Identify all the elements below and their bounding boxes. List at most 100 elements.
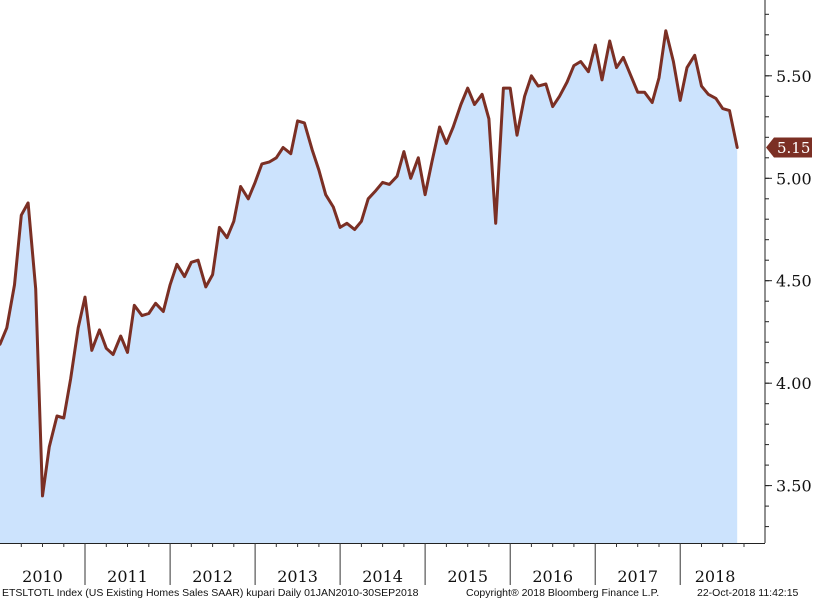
data-point — [41, 495, 43, 497]
data-point — [69, 378, 71, 380]
series-area-fill — [0, 30, 738, 543]
data-point — [154, 302, 156, 304]
data-point — [431, 161, 433, 163]
data-point — [587, 71, 589, 73]
data-point — [226, 237, 228, 239]
tick-labels: 3.50 4.00 4.50 5.00 5.50 2010 2011 2012 2013 2014… — [22, 67, 812, 586]
data-point — [694, 54, 696, 56]
data-point — [339, 226, 341, 228]
y-tick-label: 4.00 — [776, 374, 812, 393]
data-point — [183, 275, 185, 277]
data-point — [403, 150, 405, 152]
axes — [0, 0, 772, 585]
data-point — [20, 214, 22, 216]
data-point — [424, 194, 426, 196]
data-point — [261, 163, 263, 165]
data-point — [98, 329, 100, 331]
x-tick-label: 2017 — [617, 567, 658, 586]
data-point — [417, 157, 419, 159]
x-tick-label: 2012 — [192, 567, 233, 586]
data-point — [516, 134, 518, 136]
data-point — [133, 304, 135, 306]
data-point — [601, 79, 603, 81]
data-point — [169, 284, 171, 286]
data-point — [325, 194, 327, 196]
data-point — [197, 259, 199, 261]
x-tick-label: 2011 — [107, 567, 148, 586]
data-point — [707, 93, 709, 95]
data-point — [651, 101, 653, 103]
x-tick-label: 2018 — [695, 567, 736, 586]
data-point — [381, 181, 383, 183]
data-point — [176, 263, 178, 265]
data-point — [502, 87, 504, 89]
last-value-label: 5.15 — [777, 139, 810, 157]
x-tick-label: 2013 — [277, 567, 318, 586]
footer-timestamp: 22-Oct-2018 11:42:15 — [697, 587, 799, 599]
data-point — [120, 335, 122, 337]
data-point — [162, 310, 164, 312]
data-point — [545, 83, 547, 85]
data-point — [722, 107, 724, 109]
data-point — [467, 87, 469, 89]
data-point — [353, 228, 355, 230]
data-point — [48, 446, 50, 448]
data-point — [609, 40, 611, 42]
data-point — [537, 85, 539, 87]
data-point — [481, 93, 483, 95]
data-point — [105, 347, 107, 349]
data-point — [679, 99, 681, 101]
data-point — [686, 66, 688, 68]
data-point — [375, 189, 377, 191]
data-point — [672, 60, 674, 62]
data-point — [495, 222, 497, 224]
data-point — [318, 169, 320, 171]
data-point — [205, 286, 207, 288]
data-point — [275, 157, 277, 159]
data-point — [580, 60, 582, 62]
x-tick-label: 2010 — [22, 567, 63, 586]
data-point — [332, 206, 334, 208]
last-value-tag — [766, 137, 812, 158]
data-point — [558, 95, 560, 97]
data-point — [523, 95, 525, 97]
data-point — [460, 103, 462, 105]
data-point — [658, 77, 660, 79]
data-point — [367, 198, 369, 200]
y-tick-label: 3.50 — [776, 477, 812, 496]
data-point — [643, 91, 645, 93]
data-point — [254, 181, 256, 183]
data-point — [247, 198, 249, 200]
x-tick-label: 2015 — [447, 567, 488, 586]
x-tick-label: 2014 — [362, 567, 403, 586]
data-point — [552, 105, 554, 107]
data-point — [715, 97, 717, 99]
data-point — [630, 75, 632, 77]
data-point — [63, 417, 65, 419]
data-point — [388, 183, 390, 185]
data-point — [488, 118, 490, 120]
data-point — [56, 415, 58, 417]
data-point — [126, 351, 128, 353]
data-point — [622, 56, 624, 58]
data-point — [296, 120, 298, 122]
x-tick-label: 2016 — [532, 567, 573, 586]
data-point — [148, 312, 150, 314]
plot-area — [0, 29, 739, 543]
data-point — [303, 122, 305, 124]
data-point — [218, 226, 220, 228]
data-point — [239, 185, 241, 187]
data-point — [637, 91, 639, 93]
y-tick-label: 5.00 — [776, 169, 812, 188]
data-point — [190, 261, 192, 263]
data-point — [736, 146, 738, 148]
data-point — [360, 220, 362, 222]
data-point — [530, 75, 532, 77]
data-point — [410, 177, 412, 179]
data-point — [290, 153, 292, 155]
data-point — [452, 126, 454, 128]
data-point — [13, 284, 15, 286]
data-point — [445, 142, 447, 144]
data-point — [268, 161, 270, 163]
